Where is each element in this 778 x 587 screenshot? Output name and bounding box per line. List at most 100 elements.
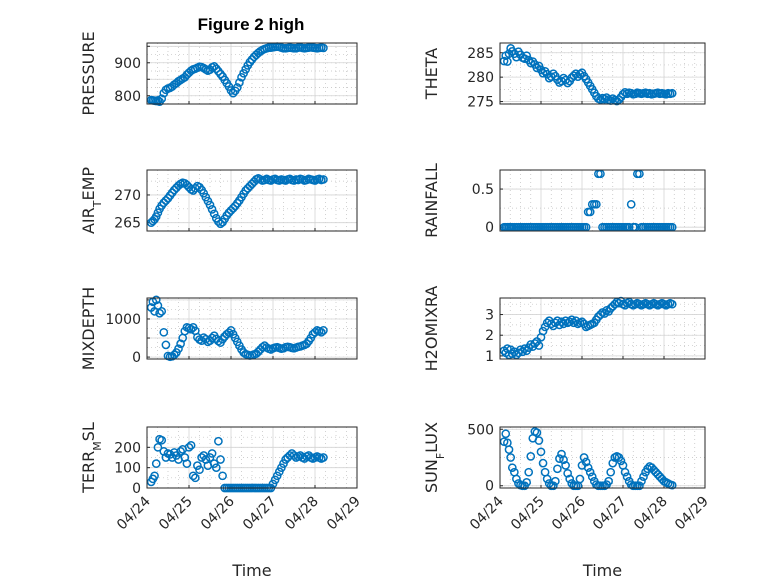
data-point (563, 468, 573, 478)
y-axis-label-main: SUN (422, 459, 441, 493)
data-point (622, 472, 632, 482)
y-axis-label-main: AIR (79, 207, 98, 234)
subplot-mixdepth: 0 1000 MIXDEPTH (79, 287, 358, 370)
y-axis-label: AIRTEMP (79, 167, 104, 234)
data-point (507, 463, 517, 473)
data-point (319, 43, 328, 53)
y-tick-label: 0.5 (472, 182, 494, 198)
y-axis-label-subscript: T (91, 200, 104, 208)
data-point (224, 328, 234, 338)
data-point (182, 459, 192, 468)
data-point (319, 175, 328, 184)
y-tick-label: 1 (485, 349, 494, 365)
data-point (585, 207, 595, 217)
data-point (553, 464, 562, 474)
data-point (186, 324, 196, 334)
y-tick-label: 265 (114, 216, 141, 232)
axes-frame (146, 42, 358, 105)
axes-frame (499, 426, 706, 489)
data-point (319, 326, 328, 335)
data-point (161, 340, 171, 350)
data-point (522, 478, 532, 487)
data-point (667, 480, 677, 490)
data-point (190, 473, 200, 483)
y-axis-label: PRESSURE (79, 31, 98, 115)
data-point (555, 454, 564, 463)
data-point (577, 317, 587, 327)
y-axis-label-subscript: M (91, 441, 104, 451)
y-axis-label: H2OMIXRA (422, 286, 441, 372)
data-point (579, 453, 589, 462)
y-axis-label: SUNFLUX (422, 422, 447, 493)
data-point (548, 481, 558, 491)
y-axis-label-tail: LUX (422, 422, 441, 453)
data-point (524, 467, 534, 477)
data-point (188, 471, 198, 481)
data-point (538, 68, 548, 78)
data-point (575, 69, 585, 79)
data-point (667, 299, 677, 309)
data-point (155, 308, 164, 318)
data-point (211, 463, 221, 473)
y-axis-label: THETA (422, 48, 441, 100)
y-axis-label-main: TERR (79, 451, 98, 494)
y-axis-label: MIXDEPTH (79, 287, 98, 370)
data-point (606, 467, 616, 477)
data-point (159, 327, 169, 337)
y-axis-label-main: PRESSURE (79, 31, 98, 115)
data-point (592, 199, 601, 209)
y-tick-label: 0 (132, 481, 141, 497)
data-point (643, 464, 652, 474)
figure-title: Figure 2 high (198, 15, 305, 34)
data-point (639, 472, 648, 482)
data-point (600, 94, 609, 104)
y-tick-label: 2 (485, 328, 494, 344)
data-point (316, 327, 326, 337)
y-tick-label: 500 (467, 422, 494, 438)
y-axis-label-main: MIXDEPTH (79, 287, 98, 370)
y-tick-label: 3 (485, 308, 494, 324)
data-point (565, 317, 575, 327)
y-tick-label: 0 (485, 220, 494, 236)
data-point (618, 89, 628, 99)
data-point (209, 62, 219, 71)
y-axis-label-tail: SL (79, 422, 98, 441)
data-point (501, 429, 511, 439)
data-point (635, 481, 644, 491)
data-point (176, 339, 185, 349)
data-point (551, 318, 560, 328)
axes-frame (499, 42, 706, 105)
y-axis-label-tail: EMP (79, 167, 98, 201)
data-point (565, 474, 575, 484)
y-axis-label: TERRMSL (79, 422, 104, 494)
data-point (235, 78, 244, 87)
data-point (209, 209, 219, 219)
data-point (561, 461, 570, 470)
data-point (526, 58, 536, 68)
data-point (228, 203, 238, 213)
data-point (512, 474, 521, 484)
y-tick-label: 1000 (105, 312, 141, 328)
data-point (530, 339, 540, 348)
data-point (205, 200, 215, 210)
data-point (151, 459, 161, 468)
y-tick-label: 100 (114, 461, 141, 477)
y-axis-label-main: THETA (422, 48, 441, 100)
data-point (232, 83, 242, 92)
data-point (569, 318, 579, 328)
data-point (184, 442, 194, 452)
subplot-air_temp: 265 270 AIRTEMP (79, 167, 358, 234)
subplot-pressure: 800 900 PRESSURE (79, 31, 358, 116)
y-axis-label-main: H2OMIXRA (422, 286, 441, 372)
data-point (557, 449, 566, 459)
data-point (548, 69, 558, 79)
data-point (186, 440, 196, 450)
data-point (557, 317, 566, 327)
data-point (153, 442, 163, 452)
subplot-h2omixra: 1 2 3 H2OMIXRA (422, 286, 706, 372)
data-point (575, 474, 585, 484)
data-point (214, 336, 223, 346)
y-tick-label: 285 (467, 46, 494, 62)
x-axis-label: Time (582, 561, 622, 580)
